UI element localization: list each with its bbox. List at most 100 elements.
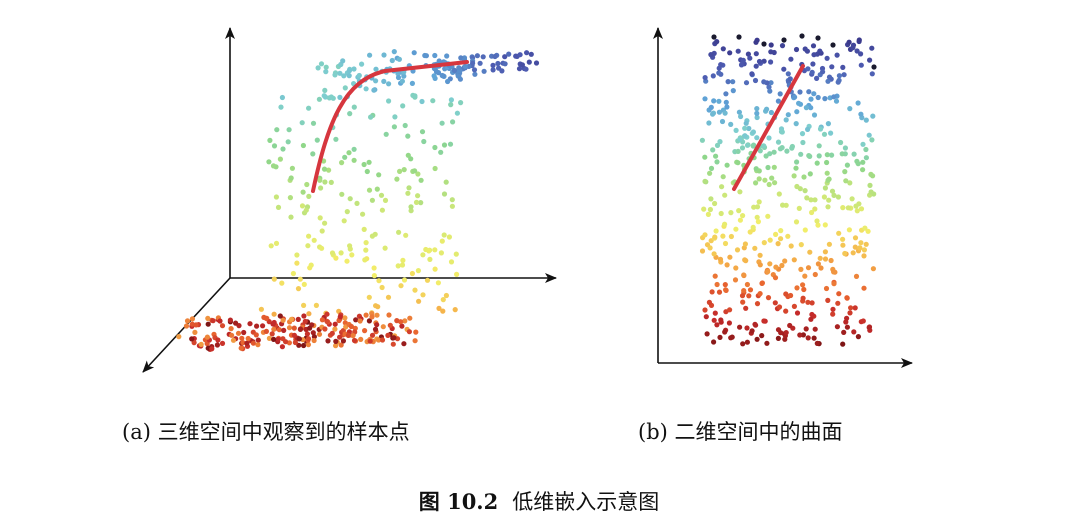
sample-point	[851, 151, 857, 157]
sample-point	[793, 165, 799, 171]
sample-point	[809, 311, 815, 318]
sample-point	[386, 312, 392, 318]
sample-point	[817, 126, 824, 132]
sample-point	[350, 333, 356, 339]
sample-point	[724, 162, 730, 168]
sample-point	[184, 318, 191, 324]
sample-point	[239, 335, 245, 341]
sample-point	[337, 334, 343, 340]
sample-point	[304, 181, 310, 188]
sample-point	[297, 276, 303, 282]
sample-point	[383, 131, 389, 137]
sample-point	[757, 252, 763, 258]
sample-point	[296, 336, 302, 342]
sample-point	[319, 317, 325, 323]
sample-point	[805, 126, 811, 132]
sample-point	[317, 177, 323, 183]
sample-point	[286, 127, 292, 133]
sample-point	[852, 235, 859, 241]
sample-point	[381, 78, 387, 84]
sample-point	[740, 341, 746, 347]
sample-point	[346, 150, 352, 156]
sample-point	[314, 137, 320, 143]
sample-point	[291, 332, 297, 338]
sample-point	[415, 171, 421, 177]
sample-point	[471, 67, 478, 73]
sample-point	[835, 300, 841, 306]
sample-point	[801, 174, 807, 180]
sample-point	[765, 269, 771, 275]
sample-point	[349, 252, 355, 258]
sample-point	[300, 189, 306, 195]
sample-point	[279, 94, 285, 101]
sample-point	[740, 213, 746, 219]
sample-point	[735, 148, 741, 154]
sample-point	[361, 226, 367, 232]
sample-point	[784, 148, 790, 154]
sample-point	[401, 167, 407, 173]
sample-point	[409, 80, 415, 86]
sample-point	[808, 96, 814, 102]
sample-point	[858, 51, 864, 57]
sample-point	[830, 306, 836, 312]
sample-point	[783, 330, 789, 336]
sample-point	[368, 114, 374, 120]
sample-point	[761, 143, 767, 149]
sample-point	[785, 71, 791, 77]
sample-point	[385, 332, 391, 338]
sample-point	[841, 72, 847, 78]
sample-point	[812, 271, 818, 278]
sample-point	[838, 139, 844, 146]
sample-point	[306, 193, 312, 199]
sample-point	[783, 291, 789, 297]
sample-point	[858, 111, 864, 117]
sample-point	[418, 200, 424, 206]
sample-point	[808, 316, 814, 322]
sample-point	[775, 241, 781, 247]
sample-point	[775, 335, 782, 341]
sample-point	[474, 53, 480, 59]
sample-point	[761, 240, 767, 246]
sample-point	[351, 337, 358, 344]
sample-point	[340, 58, 346, 64]
sample-point	[821, 131, 828, 137]
sample-point	[804, 195, 810, 201]
sample-point	[740, 299, 746, 305]
sample-point	[205, 321, 211, 327]
caption-panel-b: (b) 二维空间中的曲面	[638, 420, 843, 444]
sample-point	[441, 191, 448, 197]
sample-point	[477, 60, 483, 66]
sample-point	[825, 297, 831, 303]
sample-point	[280, 317, 286, 323]
sample-point	[846, 39, 852, 45]
sample-point	[746, 293, 752, 299]
sample-point	[333, 136, 339, 142]
sample-point	[785, 112, 791, 118]
sample-point	[800, 139, 806, 146]
sample-point	[825, 121, 832, 127]
sample-point	[814, 160, 820, 166]
sample-point	[865, 228, 871, 234]
sample-point	[319, 228, 325, 234]
sample-point	[412, 93, 418, 99]
sample-point	[817, 48, 823, 54]
sample-point	[322, 87, 328, 93]
sample-point	[406, 185, 412, 191]
sample-point	[831, 281, 837, 287]
sample-point	[750, 143, 756, 149]
sample-point	[773, 231, 779, 237]
sample-point	[408, 208, 414, 214]
sample-point	[247, 321, 253, 327]
sample-point	[710, 111, 716, 117]
sample-point	[398, 283, 404, 289]
sample-point	[754, 214, 760, 220]
sample-point	[720, 174, 726, 180]
sample-point	[403, 232, 409, 238]
sample-point	[726, 320, 733, 326]
sample-point	[371, 273, 377, 279]
sample-point	[752, 245, 758, 251]
sample-point	[490, 62, 496, 68]
sample-point	[842, 145, 849, 151]
sample-point	[699, 137, 706, 143]
sample-point	[816, 143, 822, 149]
